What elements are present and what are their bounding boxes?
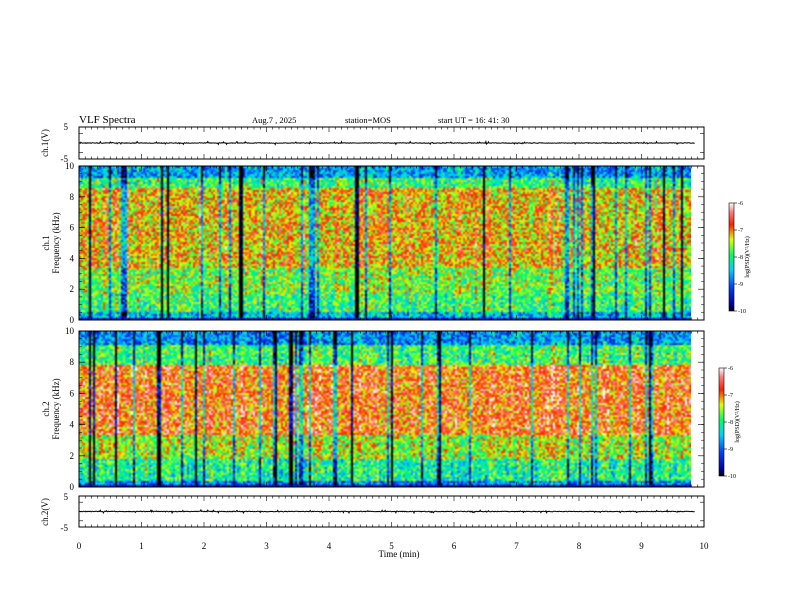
time-tick-label-7: 7 — [514, 541, 519, 551]
ch2-colorbar-gradient — [718, 367, 725, 477]
time-axis-label: Time (min) — [379, 549, 420, 559]
time-tick-label-1: 1 — [139, 541, 144, 551]
time-tick-label-3: 3 — [264, 541, 269, 551]
cb-tick-label: -7 — [738, 228, 743, 234]
ch2-spectrogram-image — [79, 331, 691, 487]
time-tick-label-10: 10 — [700, 541, 710, 551]
ch2-waveform-panel: ch.2(V) 5 -5 0 1 2 3 4 5 6 7 8 9 10 Time (min) — [40, 492, 709, 559]
freq-tick-label-10: 10 — [65, 161, 75, 171]
time-tick-label-2: 2 — [202, 541, 207, 551]
freq-tick-label-0: 0 — [70, 482, 75, 492]
ch1-spec-ytick-labels: 0 2 4 6 8 10 — [65, 161, 75, 325]
ch2-waveform-trace — [78, 508, 695, 515]
ch1-waveform-ylabel: ch.1(V) — [40, 129, 50, 157]
ch1-spec-ylabel-freq: Frequency (kHz) — [51, 212, 61, 273]
freq-tick-label-4: 4 — [70, 253, 75, 263]
time-tick-label-0: 0 — [77, 541, 82, 551]
freq-tick-label-6: 6 — [70, 223, 75, 233]
cb-tick-label: -9 — [728, 447, 733, 453]
cb-tick-label: -10 — [738, 309, 746, 315]
ch2-colorbar-ticks: -6 -7 -8 -9 -10 — [724, 366, 736, 480]
ch1-waveform-frame — [78, 126, 705, 160]
ch2-ytick-top: 5 — [64, 492, 69, 502]
ch2-waveform-frame — [78, 495, 705, 528]
ch1-ytick-top: 5 — [64, 122, 69, 132]
ch1-colorbar-gradient — [728, 202, 735, 312]
cb-tick-label: -6 — [728, 366, 733, 372]
ch2-spec-ylabel-channel: ch.2 — [41, 401, 51, 416]
waveform-line — [78, 139, 695, 146]
figure-title: VLF Spectra — [79, 114, 136, 126]
station-label: station=MOS — [345, 115, 391, 125]
freq-tick-label-2: 2 — [70, 451, 75, 461]
ch1-spectrogram-frame — [78, 165, 705, 321]
ch2-spectrogram-frame — [78, 330, 705, 488]
ch1-waveform-panel: ch.1(V) 5 -5 — [40, 122, 705, 164]
ch1-spectrogram-panel: ch.1 Frequency (kHz) 0 2 4 6 8 10 — [41, 161, 705, 325]
ch2-colorbar-label: log(PSD)(V²/Hz) — [734, 401, 741, 442]
ch2-waveform-ylabel: ch.2(V) — [40, 498, 50, 526]
waveform-line — [78, 508, 695, 515]
cb-tick-label: -8 — [728, 420, 733, 426]
cb-tick-label: -7 — [728, 393, 733, 399]
ch1-colorbar: -6 -7 -8 -9 -10 log(PSD)(V²/Hz) — [728, 201, 751, 315]
ch1-colorbar-ticks: -6 -7 -8 -9 -10 — [734, 201, 746, 315]
ch1-ytick-bottom: -5 — [61, 154, 69, 164]
time-tick-label-8: 8 — [577, 541, 582, 551]
freq-tick-label-6: 6 — [70, 388, 75, 398]
cb-tick-label: -9 — [738, 282, 743, 288]
ch2-spec-ylabel-freq: Frequency (kHz) — [51, 378, 61, 439]
ch2-waveform-xticks — [78, 496, 705, 527]
cb-tick-label: -6 — [738, 201, 743, 207]
ch1-spec-ylabel-channel: ch.1 — [41, 235, 51, 250]
freq-tick-label-0: 0 — [70, 315, 75, 325]
time-tick-label-4: 4 — [327, 541, 332, 551]
freq-tick-label-2: 2 — [70, 284, 75, 294]
ch1-spectrogram-image — [79, 166, 691, 320]
ch2-colorbar: -6 -7 -8 -9 -10 log(PSD)(V²/Hz) — [718, 366, 741, 480]
time-axis-tick-labels: 0 1 2 3 4 5 6 7 8 9 10 — [77, 541, 709, 551]
time-tick-label-9: 9 — [639, 541, 644, 551]
ch2-ytick-bottom: -5 — [61, 523, 69, 533]
freq-tick-label-8: 8 — [70, 192, 75, 202]
ch1-waveform-trace — [78, 139, 695, 146]
cb-tick-label: -10 — [728, 474, 736, 480]
time-tick-label-6: 6 — [452, 541, 457, 551]
freq-tick-label-4: 4 — [70, 420, 75, 430]
cb-tick-label: -8 — [738, 255, 743, 261]
ch2-spec-ytick-labels: 0 2 4 6 8 10 — [65, 326, 75, 492]
start-ut-label: start UT = 16: 41: 30 — [438, 115, 509, 125]
date-label: Aug.7 , 2025 — [252, 115, 296, 125]
ch2-spectrogram-panel: ch.2 Frequency (kHz) 0 2 4 6 8 10 — [41, 326, 705, 492]
freq-tick-label-10: 10 — [65, 326, 75, 336]
ch1-colorbar-label: log(PSD)(V²/Hz) — [744, 236, 751, 277]
freq-tick-label-8: 8 — [70, 357, 75, 367]
time-tick-label-5: 5 — [389, 541, 394, 551]
